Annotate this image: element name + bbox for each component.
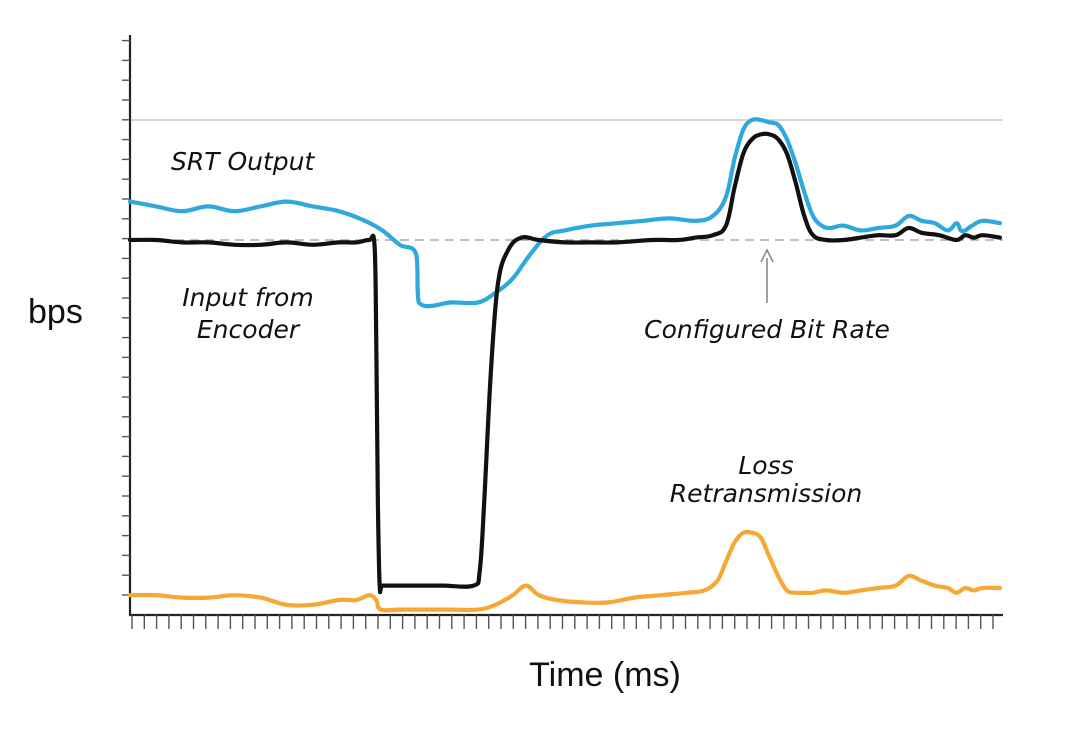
axes: [122, 35, 1003, 629]
y-axis-title: bps: [28, 293, 83, 331]
input-from-encoder-label-line1: Input from: [182, 283, 313, 312]
series-line-loss: [127, 529, 1003, 613]
input-from-encoder-label-line2: Encoder: [197, 315, 301, 344]
loss-retransmission-label-line1: Loss: [738, 451, 793, 480]
x-axis-title: Time (ms): [529, 656, 681, 694]
arrow-head: [760, 248, 774, 263]
configured-bit-rate-label: Configured Bit Rate: [644, 315, 890, 344]
srt-output-label: SRT Output: [171, 147, 315, 176]
loss-retransmission-label-line2: Retransmission: [670, 479, 862, 508]
series-line-input: [127, 131, 1003, 595]
series-line-srt: [127, 117, 1003, 309]
series-lines: [127, 117, 1003, 613]
bit-rate-arrow: [760, 248, 774, 303]
reference-lines: [130, 119, 1003, 241]
